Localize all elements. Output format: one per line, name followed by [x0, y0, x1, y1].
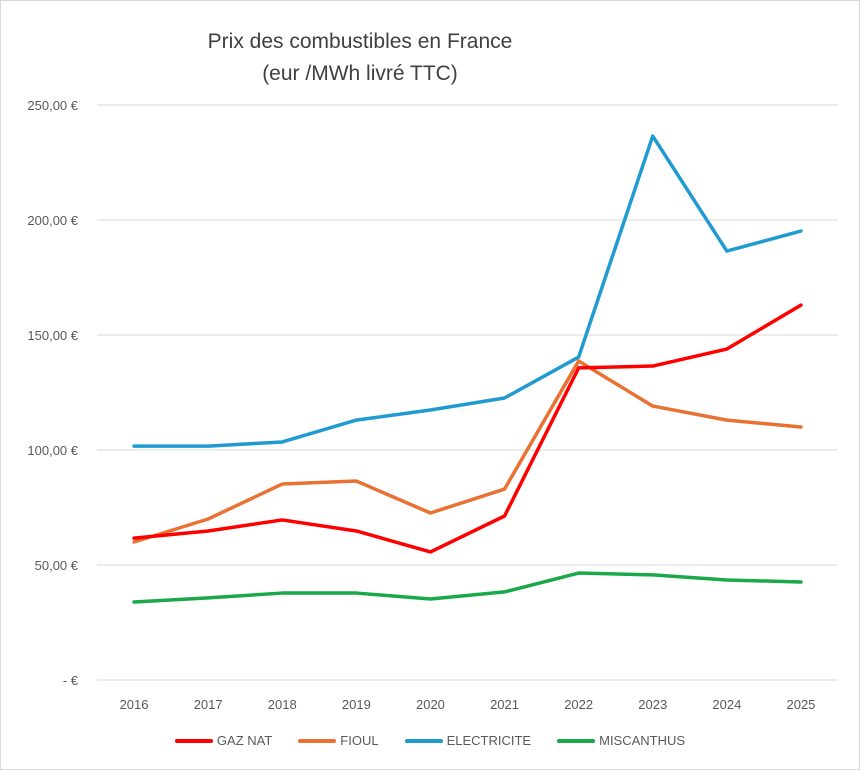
series-line-gaz-nat	[132, 303, 803, 554]
series-line-miscanthus	[132, 571, 803, 604]
chart-title-line-1: Prix des combustibles en France	[207, 30, 513, 53]
x-tick-label: 2017	[194, 697, 223, 712]
y-tick-label: 150,00 €	[27, 328, 78, 343]
legend-label: MISCANTHUS	[599, 733, 686, 748]
legend-item: MISCANTHUS	[557, 733, 685, 748]
x-tick-label: 2024	[712, 697, 741, 712]
x-tick-label: 2018	[268, 697, 297, 712]
y-tick-label: 200,00 €	[27, 213, 78, 228]
x-tick-label: 2021	[490, 697, 519, 712]
legend-item: FIOUL	[298, 733, 379, 748]
legend-item: GAZ NAT	[174, 733, 273, 748]
y-tick-label: - €	[63, 673, 79, 688]
legend-swatch	[404, 738, 443, 743]
legend-label: ELECTRICITE	[446, 733, 532, 748]
legend-swatch	[298, 738, 337, 743]
legend: GAZ NAT FIOUL ELECTRICITE MISCANTHUS	[0, 733, 860, 748]
y-tick-label: 50,00 €	[35, 558, 79, 573]
x-tick-label: 2025	[786, 697, 815, 712]
chart-title-line-2: (eur /MWh livré TTC)	[262, 62, 458, 85]
legend-swatch	[174, 738, 213, 743]
x-tick-label: 2019	[342, 697, 371, 712]
y-tick-label: 100,00 €	[27, 443, 78, 458]
x-tick-label: 2020	[416, 697, 445, 712]
x-tick-label: 2022	[564, 697, 593, 712]
series-line-fioul	[132, 359, 803, 544]
legend-swatch	[557, 738, 596, 743]
legend-label: GAZ NAT	[216, 733, 273, 748]
series-line-electricite	[132, 134, 803, 448]
legend-label: FIOUL	[340, 733, 379, 748]
x-tick-label: 2016	[120, 697, 149, 712]
legend-item: ELECTRICITE	[404, 733, 532, 748]
y-tick-label: 250,00 €	[27, 98, 78, 113]
x-tick-label: 2023	[638, 697, 667, 712]
